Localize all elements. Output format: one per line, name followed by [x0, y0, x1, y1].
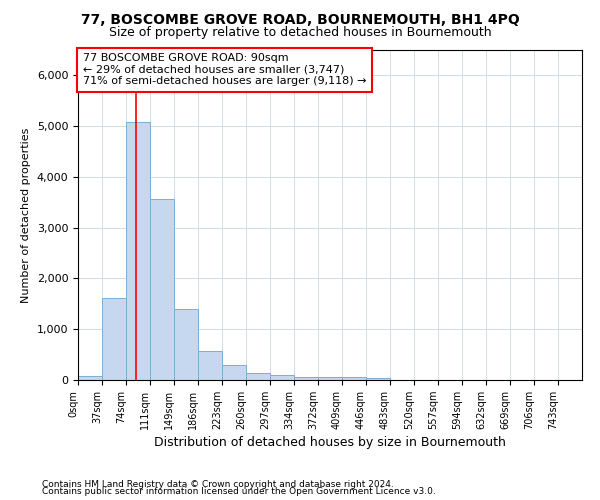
Bar: [294, 376, 318, 380]
Bar: [270, 376, 294, 380]
Bar: [246, 373, 270, 380]
Bar: [102, 298, 126, 380]
Y-axis label: Number of detached properties: Number of detached properties: [21, 128, 31, 302]
X-axis label: Distribution of detached houses by size in Bournemouth: Distribution of detached houses by size …: [154, 436, 506, 449]
Bar: [150, 198, 174, 380]
Text: 77 BOSCOMBE GROVE ROAD: 90sqm
← 29% of detached houses are smaller (3,747)
71% o: 77 BOSCOMBE GROVE ROAD: 90sqm ← 29% of d…: [83, 54, 367, 86]
Bar: [342, 377, 366, 380]
Text: Size of property relative to detached houses in Bournemouth: Size of property relative to detached ho…: [109, 26, 491, 39]
Text: Contains HM Land Registry data © Crown copyright and database right 2024.: Contains HM Land Registry data © Crown c…: [42, 480, 394, 489]
Bar: [174, 309, 198, 380]
Text: 77, BOSCOMBE GROVE ROAD, BOURNEMOUTH, BH1 4PQ: 77, BOSCOMBE GROVE ROAD, BOURNEMOUTH, BH…: [80, 12, 520, 26]
Bar: [318, 377, 342, 380]
Bar: [222, 366, 246, 380]
Bar: [78, 376, 102, 380]
Bar: [126, 122, 150, 380]
Bar: [198, 351, 222, 380]
Bar: [366, 378, 390, 380]
Text: Contains public sector information licensed under the Open Government Licence v3: Contains public sector information licen…: [42, 487, 436, 496]
